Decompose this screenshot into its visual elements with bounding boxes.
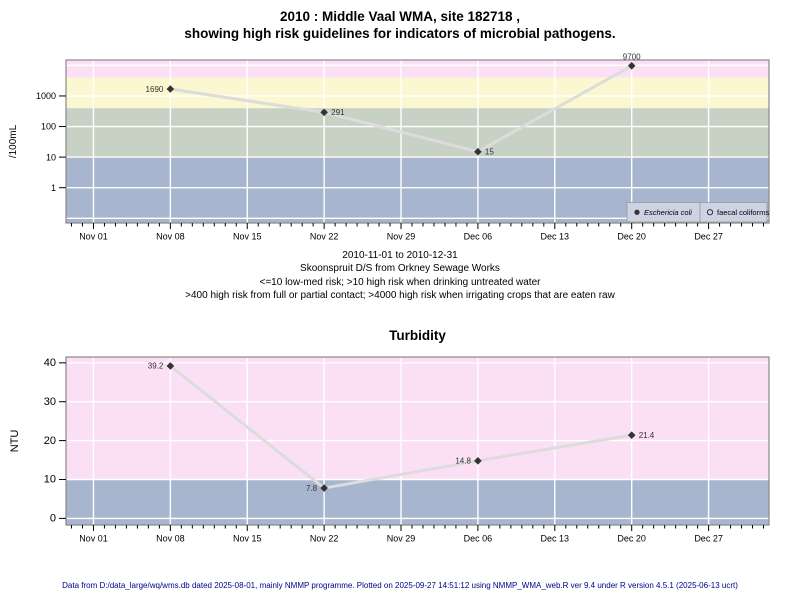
y-axis-label: NTU [9,430,21,453]
y-tick-label: 1 [51,183,56,193]
point-label: 21.4 [639,431,655,440]
risk-band [66,479,769,525]
plot-border [65,59,770,224]
x-tick-label: Nov 08 [156,534,185,544]
y-tick-label: 20 [44,435,56,447]
subtitle-date-range: 2010-11-01 to 2010-12-31 [342,250,458,261]
data-point [627,431,636,439]
data-point [627,61,636,70]
data-point [474,457,482,465]
subtitle-site-name: Skoonspruit D/S from Orkney Sewage Works [300,263,500,274]
x-tick-label: Dec 27 [694,534,723,544]
data-point [166,362,175,370]
y-tick-label: 30 [44,396,56,408]
main-title-line1: 2010 : Middle Vaal WMA, site 182718 , [279,9,521,24]
risk-band [66,60,769,78]
data-line [169,364,632,490]
point-label: 291 [331,108,345,117]
point-label: 15 [485,148,494,157]
legend-label: faecal coliforms [717,208,769,217]
legend-box [699,202,768,223]
x-tick-label: Nov 29 [387,534,416,544]
data-point [166,85,175,93]
turbidity-chart-title: Turbidity [389,328,446,343]
subtitle-guideline-2: >400 high risk from full or partial cont… [185,290,615,301]
point-label: 14.8 [455,457,471,466]
x-tick-label: Dec 06 [464,232,493,242]
risk-band [66,357,769,480]
x-tick-label: Nov 01 [79,232,108,242]
x-tick-label: Nov 22 [310,534,339,544]
y-tick-label: 10 [44,474,56,486]
x-tick-label: Dec 06 [464,534,493,544]
x-tick-label: Dec 20 [617,534,646,544]
x-tick-label: Dec 27 [694,232,723,242]
point-label: 39.2 [148,362,164,371]
x-tick-label: Dec 13 [541,232,570,242]
y-axis-label: /100mL [8,124,19,158]
x-tick-label: Dec 20 [617,232,646,242]
data-point [320,484,328,492]
main-title-line2: showing high risk guidelines for indicat… [184,26,616,41]
x-tick-label: Nov 08 [156,232,185,242]
legend-filled-marker-icon [634,209,640,215]
y-tick-label: 100 [41,122,56,132]
data-point [320,108,328,117]
point-label: 1690 [146,85,164,94]
x-tick-label: Nov 29 [387,232,416,242]
x-tick-label: Nov 01 [79,534,108,544]
y-tick-label: 0 [50,513,56,525]
data-line [170,64,633,154]
subtitle-guideline-1: <=10 low-med risk; >10 high risk when dr… [259,276,541,288]
point-label: 9700 [623,52,641,61]
footer-provenance-text: Data from D:/data_large/wq/wms.db dated … [62,581,738,590]
legend-open-marker-icon [706,209,714,216]
point-label: 7.8 [306,484,318,493]
x-tick-label: Dec 13 [541,534,570,544]
legend-label: Eschericia coli [644,208,692,217]
x-tick-label: Nov 15 [233,232,262,242]
data-point [474,147,482,156]
x-tick-label: Nov 15 [233,534,262,544]
risk-band [66,108,769,158]
y-tick-label: 10 [46,152,56,162]
risk-band [66,77,769,109]
y-tick-label: 40 [44,357,56,369]
y-tick-label: 1000 [36,91,56,101]
x-tick-label: Nov 22 [310,232,339,242]
